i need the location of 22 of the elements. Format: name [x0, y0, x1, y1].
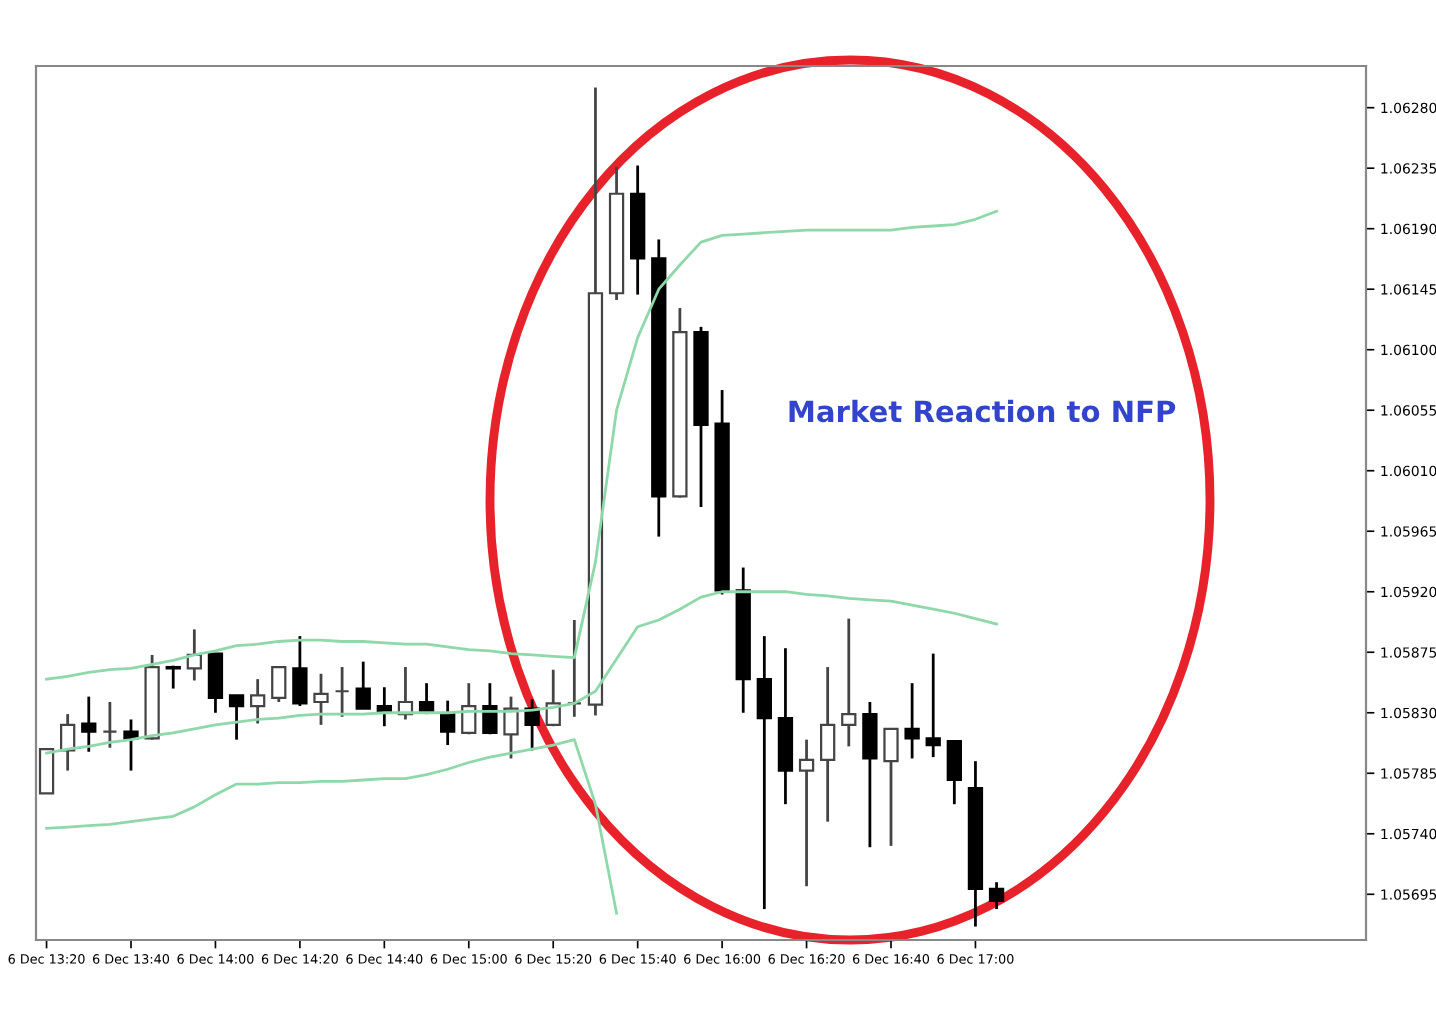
annotation: Market Reaction to NFP — [789, 399, 1176, 423]
candlestick — [904, 681, 920, 760]
candlestick — [967, 759, 984, 928]
candlestick — [587, 86, 604, 717]
candlestick — [988, 880, 1005, 911]
candlestick — [798, 738, 815, 888]
candlestick — [60, 712, 76, 772]
candlestick — [630, 164, 646, 296]
candlestick — [81, 695, 97, 754]
line-series — [45, 590, 998, 755]
candlestick — [820, 665, 836, 824]
candlestick — [756, 634, 772, 911]
candlestick — [608, 165, 625, 302]
candlestick — [334, 665, 350, 719]
candlestick — [566, 618, 582, 719]
candlestick — [735, 566, 751, 715]
line-series — [45, 738, 618, 915]
candlestick — [925, 652, 941, 759]
candlestick — [313, 672, 329, 727]
candlestick — [841, 617, 857, 748]
candlestick — [651, 238, 667, 539]
candlestick — [777, 646, 794, 806]
